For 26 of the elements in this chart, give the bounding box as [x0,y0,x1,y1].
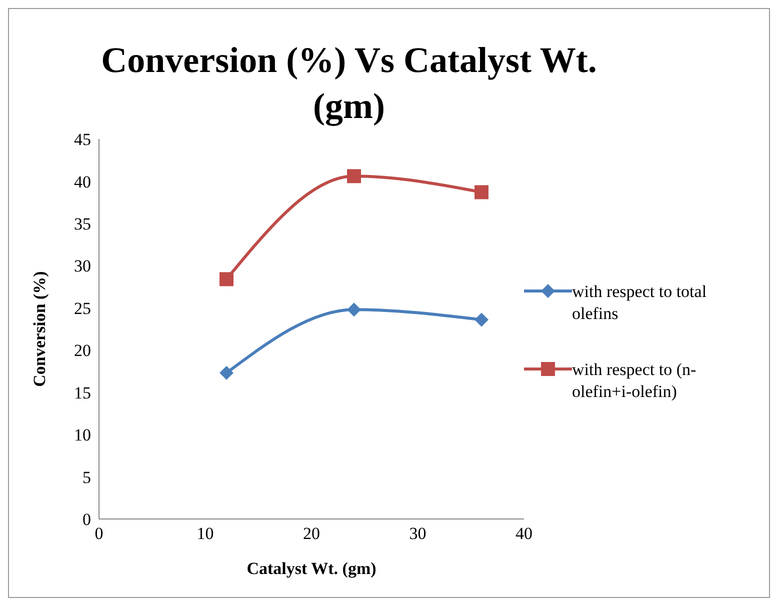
y-tick-label: 40 [74,172,91,192]
y-tick-label: 5 [82,468,91,487]
y-tick-label: 15 [74,383,91,402]
y-tick-label: 0 [82,510,91,530]
point [474,312,488,327]
y-tick-label: 25 [74,298,91,318]
x-tick-label: 0 [94,524,104,544]
x-tick-label: 20 [303,524,320,544]
x-axis-title: Catalyst Wt. (gm) [246,559,376,578]
point [347,169,361,184]
chart-title: Conversion (%) Vs Catalyst Wt. (gm) [100,39,598,128]
y-axis-title: Conversion (%) [30,271,50,387]
legend-label: with respect to (n-olefin+i-olefin) [572,359,698,403]
legend-label: with respect to total olefins [572,281,708,325]
x-tick-label: 40 [516,524,532,544]
y-tick-label: 45 [74,130,91,150]
y-tick-label: 35 [74,214,91,234]
y-tick-label: 10 [74,426,91,445]
y-tick-label: 20 [74,341,91,360]
point [220,272,234,286]
point [220,366,234,380]
point [347,302,361,317]
point [474,185,488,200]
y-tick-label: 30 [74,256,91,276]
x-tick-label: 30 [409,524,426,544]
x-tick-label: 10 [196,524,214,544]
